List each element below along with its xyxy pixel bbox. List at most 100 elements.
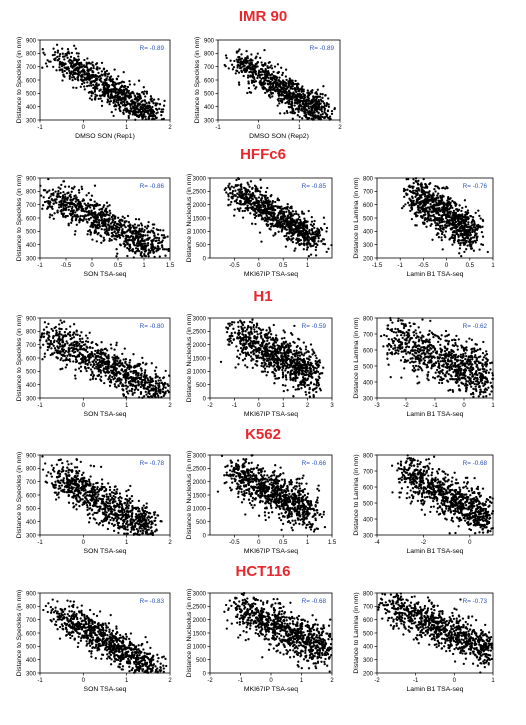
data-point <box>134 112 137 115</box>
data-point <box>111 375 114 379</box>
data-point <box>274 80 277 83</box>
y-axis-label: Distance to Speckles (in nm) <box>16 175 23 262</box>
data-point <box>75 223 78 226</box>
data-point <box>436 185 439 188</box>
data-point <box>152 250 155 253</box>
data-point <box>71 215 74 218</box>
data-point <box>441 206 444 209</box>
y-tick-label: 900 <box>26 38 37 44</box>
data-point <box>310 91 314 94</box>
y-axis-label: Distance to Speckles (in nm) <box>194 37 201 124</box>
data-point <box>160 244 164 247</box>
data-point <box>72 86 75 89</box>
x-tick-label: 1 <box>125 125 129 131</box>
data-point <box>108 89 111 92</box>
data-point <box>282 83 286 86</box>
data-point <box>56 192 60 195</box>
data-point <box>476 235 479 238</box>
data-point <box>320 106 323 109</box>
x-tick-label: 1 <box>306 263 310 269</box>
data-point <box>457 235 460 239</box>
data-point <box>158 103 162 106</box>
data-point <box>464 218 467 221</box>
data-point <box>108 217 111 220</box>
data-point <box>165 248 169 251</box>
data-point <box>61 340 64 344</box>
data-point <box>70 76 74 79</box>
data-point <box>151 230 155 233</box>
data-point <box>69 325 72 328</box>
data-point <box>422 201 425 204</box>
data-point <box>230 185 233 188</box>
data-point <box>77 63 80 66</box>
data-point <box>258 190 262 193</box>
data-point <box>276 206 280 209</box>
data-point <box>120 81 123 84</box>
data-point <box>129 110 132 113</box>
data-point <box>143 253 146 256</box>
data-point <box>235 201 239 205</box>
data-point <box>104 213 108 216</box>
data-point <box>260 77 263 81</box>
data-point <box>456 228 459 232</box>
data-point <box>73 44 76 47</box>
data-point <box>274 204 277 208</box>
data-point <box>80 187 84 191</box>
data-point <box>107 85 111 88</box>
data-point <box>452 209 456 213</box>
data-point <box>233 59 236 63</box>
data-point <box>475 239 479 242</box>
data-point <box>77 55 80 58</box>
data-point <box>157 239 161 242</box>
data-point <box>108 237 111 241</box>
data-point <box>450 217 454 220</box>
data-point <box>147 225 150 228</box>
data-point <box>147 111 150 115</box>
data-point <box>298 101 301 104</box>
data-point <box>112 114 115 118</box>
data-point <box>276 225 279 228</box>
data-point <box>89 225 92 228</box>
data-point <box>92 70 95 74</box>
data-point <box>58 69 61 72</box>
plot-frame <box>39 177 171 259</box>
data-point <box>243 67 246 70</box>
data-point <box>82 199 86 202</box>
data-point <box>114 104 117 107</box>
data-point <box>73 214 76 217</box>
data-point <box>461 239 465 242</box>
data-point <box>278 102 281 105</box>
data-point <box>83 81 86 84</box>
data-point <box>100 375 103 378</box>
data-point <box>233 214 236 217</box>
data-point <box>280 220 283 223</box>
data-point <box>464 205 468 208</box>
data-point <box>250 193 253 197</box>
data-point <box>267 69 270 73</box>
data-point <box>322 85 325 88</box>
data-point <box>74 218 78 222</box>
data-point <box>296 92 299 96</box>
data-point <box>434 227 438 230</box>
data-point <box>304 116 308 119</box>
data-point <box>250 53 253 56</box>
data-point <box>100 104 104 108</box>
data-point <box>143 239 146 242</box>
data-point <box>454 204 457 207</box>
data-point <box>317 228 321 232</box>
data-point <box>277 92 280 95</box>
data-point <box>462 222 465 225</box>
data-point <box>86 69 89 72</box>
data-point <box>325 230 328 233</box>
data-point <box>70 51 74 55</box>
data-point <box>131 235 135 238</box>
data-point <box>145 102 148 105</box>
data-point <box>438 228 442 231</box>
data-point <box>141 106 145 109</box>
data-point <box>305 103 308 106</box>
data-point <box>102 204 106 207</box>
data-point <box>136 236 139 239</box>
data-point <box>130 103 133 106</box>
